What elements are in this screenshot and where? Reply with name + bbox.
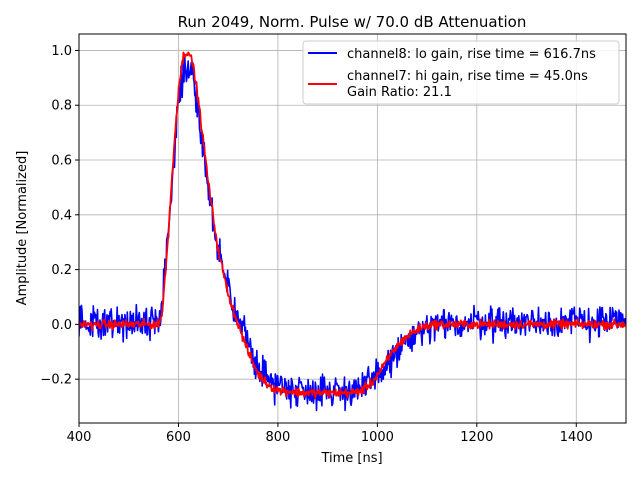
x-axis-label: Time [ns] [320, 451, 382, 466]
x-tick-label: 800 [265, 430, 290, 445]
legend-label-channel8: channel8: lo gain, rise time = 616.7ns [347, 47, 596, 62]
legend: channel8: lo gain, rise time = 616.7ns c… [302, 40, 620, 105]
grid [78, 34, 626, 423]
x-tick-label: 1400 [560, 430, 593, 445]
legend-annotation-gain-ratio: Gain Ratio: 21.1 [347, 85, 452, 100]
y-axis-label: Amplitude [Normalized] [15, 151, 30, 306]
y-tick-label: 1.0 [51, 44, 72, 59]
legend-box [302, 40, 620, 105]
chart-title: Run 2049, Norm. Pulse w/ 70.0 dB Attenua… [178, 13, 527, 31]
y-tick-label: 0.4 [51, 208, 72, 223]
y-tick-label: 0.0 [51, 318, 72, 333]
y-tick-label: 0.2 [51, 263, 72, 278]
x-tick-label: 600 [166, 430, 191, 445]
tick-layer: 400 600 800 1000 1200 1400 −0.2 0.0 0.2 0.4 0.6 0.8… [40, 44, 592, 445]
x-tick-label: 400 [67, 430, 92, 445]
y-tick-label: 0.8 [51, 99, 72, 114]
x-tick-label: 1200 [460, 430, 493, 445]
series-line-channel7 [79, 51, 626, 400]
y-tick-label: −0.2 [40, 373, 72, 388]
x-tick-label: 1000 [361, 430, 394, 445]
legend-label-channel7: channel7: hi gain, rise time = 45.0ns [347, 69, 588, 84]
plot-frame [78, 33, 627, 424]
y-tick-label: 0.6 [51, 154, 72, 169]
series-layer [79, 51, 626, 412]
